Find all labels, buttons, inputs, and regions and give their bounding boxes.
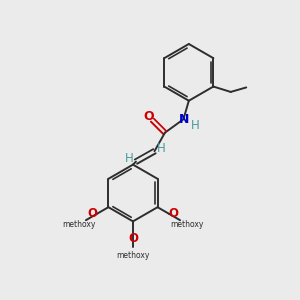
Text: H: H: [124, 152, 133, 165]
Text: methoxy: methoxy: [116, 251, 150, 260]
Text: O: O: [143, 110, 154, 123]
Text: O: O: [88, 207, 98, 220]
Text: H: H: [190, 119, 199, 132]
Text: H: H: [157, 142, 166, 155]
Text: methoxy: methoxy: [171, 220, 204, 229]
Text: N: N: [178, 113, 189, 126]
Text: methoxy: methoxy: [62, 220, 95, 229]
Text: O: O: [128, 232, 138, 245]
Text: O: O: [168, 207, 178, 220]
